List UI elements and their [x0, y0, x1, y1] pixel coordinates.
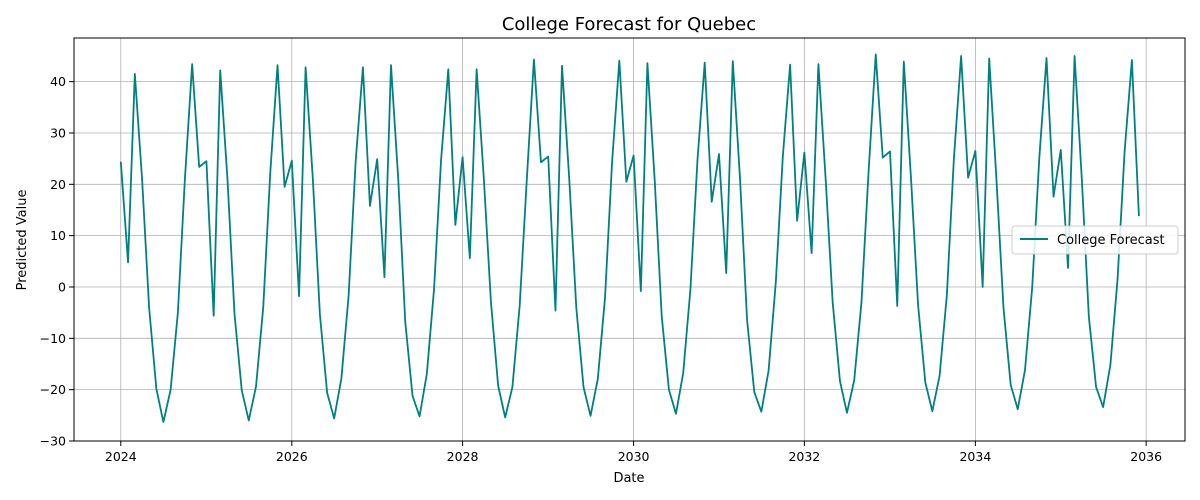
y-tick-label: −10: [40, 331, 66, 346]
y-tick-label: 40: [50, 74, 66, 89]
x-axis-ticks: 2024 2026 2028 2030 2032 2034 2036: [105, 441, 1162, 464]
y-tick-label: 30: [50, 125, 66, 140]
x-tick-label: 2032: [788, 449, 820, 464]
series-points: [120, 54, 1139, 423]
plot-line-group: [119, 53, 1140, 423]
y-tick-label: 0: [58, 279, 66, 294]
plot-frame: [73, 37, 1186, 442]
legend-box: [1011, 225, 1179, 255]
x-tick-label: 2036: [1130, 449, 1162, 464]
y-tick-label: −20: [40, 382, 66, 397]
legend: College Forecast: [1011, 225, 1179, 255]
legend-label: College Forecast: [1057, 233, 1165, 248]
x-tick-label: 2028: [447, 449, 479, 464]
y-tick-label: 10: [50, 228, 66, 243]
x-tick-label: 2034: [959, 449, 991, 464]
x-axis-label: Date: [613, 471, 644, 486]
x-tick-label: 2024: [105, 449, 137, 464]
x-tick-label: 2030: [618, 449, 650, 464]
series-line-0: [119, 53, 1140, 423]
chart-title: College Forecast for Quebec: [502, 14, 756, 35]
x-tick-label: 2026: [276, 449, 308, 464]
y-tick-label: −30: [40, 434, 66, 449]
y-tick-label: 20: [50, 177, 66, 192]
y-axis-label: Predicted Value: [15, 190, 30, 291]
y-axis-ticks: −30 −20 −10 0 10 20 30 40: [40, 74, 74, 449]
